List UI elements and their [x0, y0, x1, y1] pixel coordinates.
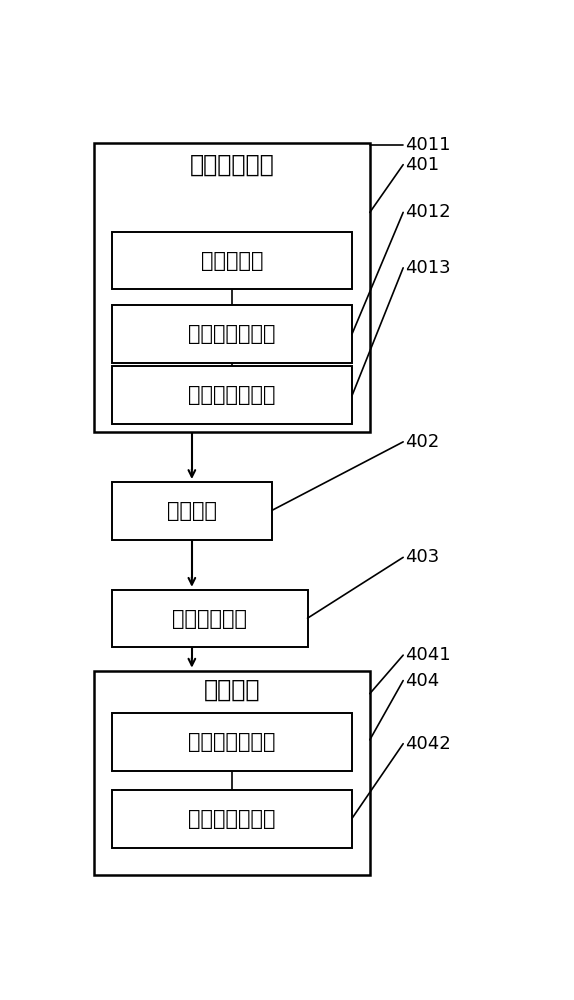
Bar — [112, 790, 352, 848]
Text: 第一确定子单元: 第一确定子单元 — [188, 732, 276, 752]
Bar — [112, 482, 272, 540]
Bar — [112, 232, 352, 289]
Text: 判断单元: 判断单元 — [167, 501, 217, 521]
Text: 4041: 4041 — [405, 646, 451, 664]
Text: 4011: 4011 — [405, 136, 451, 154]
Bar — [94, 671, 370, 875]
Text: 404: 404 — [405, 672, 440, 690]
Text: 4013: 4013 — [405, 259, 451, 277]
Text: 第二计算子单元: 第二计算子单元 — [188, 385, 276, 405]
Bar — [112, 305, 352, 363]
Text: 第二计算单元: 第二计算单元 — [172, 609, 247, 629]
Text: 确定单元: 确定单元 — [204, 678, 260, 702]
Text: 4012: 4012 — [405, 203, 451, 221]
Bar — [94, 143, 370, 432]
Bar — [112, 713, 352, 771]
Text: 第二确定子单元: 第二确定子单元 — [188, 809, 276, 829]
Text: 第一计算子单元: 第一计算子单元 — [188, 324, 276, 344]
Text: 4042: 4042 — [405, 735, 451, 753]
Text: 403: 403 — [405, 548, 440, 566]
Text: 第一计算单元: 第一计算单元 — [189, 153, 274, 177]
Bar — [112, 366, 352, 424]
Bar — [112, 590, 308, 647]
Text: 401: 401 — [405, 156, 440, 174]
Text: 建模子单元: 建模子单元 — [201, 251, 263, 271]
Text: 402: 402 — [405, 433, 440, 451]
